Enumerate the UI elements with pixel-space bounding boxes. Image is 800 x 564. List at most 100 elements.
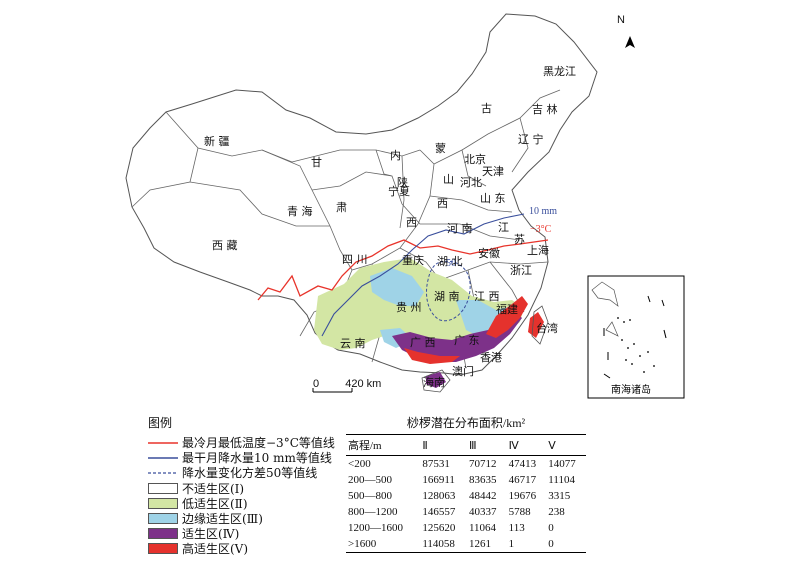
label-ningxia: 宁夏 [388, 184, 410, 198]
scale-bar [312, 388, 353, 393]
label-xizang: 西 藏 [212, 239, 238, 252]
table-cell: 14077 [548, 458, 576, 470]
legend-item-variance-isoline: 降水量变化方差50等值线 [148, 465, 348, 480]
label-jiangsu: 江 [498, 221, 509, 234]
table-cell: 0 [548, 522, 554, 534]
suitability-zones [314, 258, 544, 388]
table-cell: 500—800 [348, 490, 392, 502]
legend-label: 降水量变化方差50等值线 [182, 466, 318, 481]
zone-suitable [392, 312, 522, 362]
label-neimenggu-3: 古 [481, 102, 492, 115]
label-gansu-1: 甘 [311, 156, 322, 169]
label-jiangxi: 江 西 [474, 290, 500, 303]
label-hongkong: 香港 [480, 351, 502, 364]
table-cell: 70712 [468, 458, 497, 470]
legend-swatch [148, 513, 178, 525]
label-gansu-2: 肃 [336, 201, 347, 214]
legend-item-temp-isoline: 最冷月最低温度−3°C等值线 [148, 435, 348, 450]
table-header-cell: Ⅳ [506, 434, 547, 456]
table-header-cell: Ⅴ [546, 434, 586, 456]
scale-label: 0 420 km [313, 378, 381, 390]
label-guangxi: 广 西 [410, 336, 436, 349]
table-cell: 47413 [508, 458, 537, 470]
label-jilin: 吉 林 [532, 102, 558, 116]
label-qinghai: 青 海 [287, 204, 313, 218]
legend-swatch [148, 543, 178, 555]
table-cell: 125620 [422, 522, 456, 534]
legend-item-zone-2: 低适生区(Ⅱ) [148, 496, 348, 511]
label-hubei: 湖 北 [437, 255, 463, 268]
table-cell: 114058 [420, 536, 467, 553]
label-guizhou: 贵 州 [396, 301, 422, 314]
legend-label: 高适生区(Ⅴ) [182, 542, 249, 557]
legend-label: 最干月降水量10 mm等值线 [182, 451, 332, 466]
table-cell: 166911 [422, 474, 455, 486]
label-liaoning: 辽 宁 [518, 132, 544, 146]
table-header-cell: Ⅱ [420, 434, 467, 456]
isoline-label-10mm: 10 mm [529, 206, 557, 217]
table-cell: 5788 [508, 506, 531, 518]
north-label: N [617, 14, 625, 26]
label-shanxi-2: 西 [437, 197, 448, 210]
legend-item-zone-4: 适生区(Ⅳ) [148, 526, 348, 541]
legend-swatch [148, 472, 178, 474]
label-beijing: 北京 [464, 152, 486, 166]
table-cell: 48442 [468, 490, 497, 502]
legend-label: 适生区(Ⅳ) [182, 527, 240, 542]
legend-swatch [148, 482, 178, 494]
label-guangdong: 广 东 [454, 334, 480, 347]
legend-item-zone-5: 高适生区(Ⅴ) [148, 541, 348, 556]
table-header-row: 高程/m Ⅱ Ⅲ Ⅳ Ⅴ [346, 434, 586, 456]
table-cell: 1200—1600 [348, 522, 403, 534]
label-zhejiang: 浙江 [510, 264, 532, 277]
legend-item-zone-3: 边缘适生区(Ⅲ) [148, 511, 348, 526]
label-xinjiang: 新 疆 [204, 134, 230, 148]
label-neimenggu-1: 内 [390, 148, 401, 162]
label-hunan: 湖 南 [434, 290, 460, 303]
table-cell: 1 [506, 536, 547, 553]
table-cell: 19676 [508, 490, 537, 502]
label-shandong: 山 东 [480, 192, 506, 205]
table-cell: 83635 [468, 474, 497, 486]
table-cell: 128063 [422, 490, 456, 502]
legend-label: 边缘适生区(Ⅲ) [182, 512, 263, 527]
taiwan-outline [531, 305, 549, 345]
label-fujian: 福建 [496, 302, 518, 316]
table-cell: 11064 [468, 522, 497, 534]
isoline-label-50: 50 [446, 258, 456, 269]
table-row: 1200—1600 125620 11064 113 0 [346, 520, 586, 536]
isoline-label-minus3: −3°C [530, 224, 552, 235]
table-row: 800—1200 146557 40337 5788 238 [346, 504, 586, 520]
label-shanghai: 上海 [527, 243, 549, 257]
legend-swatch [148, 528, 178, 540]
area-table: 桫椤潜在分布面积/km² 高程/m Ⅱ Ⅲ Ⅳ Ⅴ <200 87531 707… [346, 414, 586, 553]
table-cell: <200 [348, 458, 371, 470]
label-henan: 河 南 [447, 222, 473, 235]
table-cell: 200—500 [348, 474, 392, 486]
inset-label: 南海诸岛 [611, 383, 651, 396]
zone-high-suitability [486, 296, 528, 338]
table-cell: 800—1200 [348, 506, 398, 518]
legend-title: 图例 [148, 416, 173, 430]
label-chongqing: 重庆 [402, 253, 424, 267]
table-header-cell: 高程/m [346, 434, 421, 456]
zone-marginal-hainan [426, 372, 446, 388]
label-tianjin: 天津 [482, 165, 504, 178]
label-taiwan: 台湾 [536, 321, 558, 335]
table-row: >1600 114058 1261 1 0 [346, 536, 586, 553]
legend-label: 最冷月最低温度−3°C等值线 [182, 436, 335, 451]
label-jiangsu-2: 苏 [514, 233, 525, 246]
table-cell: 238 [548, 506, 565, 518]
south-china-sea-inset [587, 275, 685, 399]
china-suitability-map: 10 mm −3°C 50 黑龙江 吉 林 辽 宁 内 蒙 古 新 疆 西 藏 … [125, 13, 685, 399]
table-cell: 40337 [468, 506, 497, 518]
china-outline [125, 13, 598, 376]
label-hainan: 海南 [423, 375, 445, 389]
label-shaanxi-1: 陕 [397, 175, 408, 189]
table-cell: 146557 [422, 506, 456, 518]
label-shanxi-1: 山 [443, 173, 454, 186]
table-cell: 0 [546, 536, 586, 553]
legend-item-precip-isoline: 最干月降水量10 mm等值线 [148, 450, 348, 465]
scale-length: 420 km [345, 378, 382, 390]
isoline-temp-minus3 [257, 239, 549, 301]
